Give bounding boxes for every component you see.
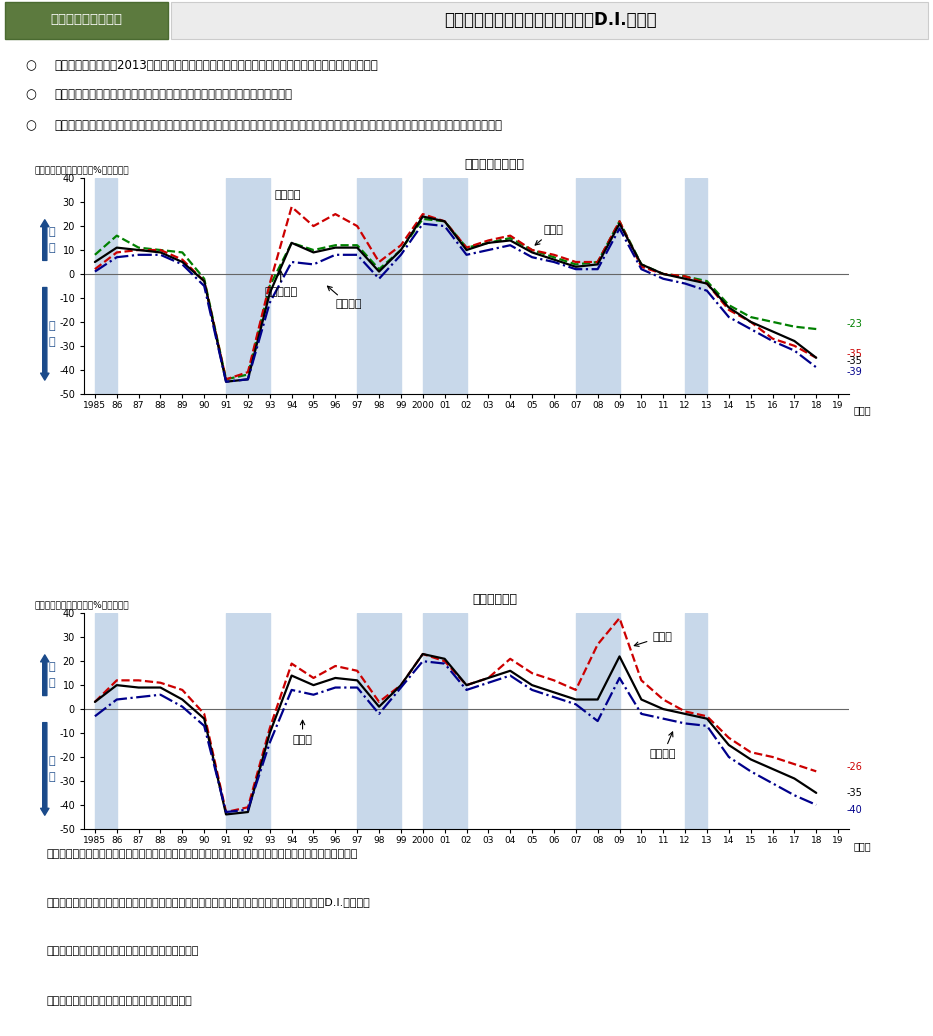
Text: 不: 不 <box>49 320 56 330</box>
Text: 剰: 剰 <box>49 243 56 254</box>
Text: 産業別にみると、非製造業において人手不足感が特に強い状況にあるほか、製造業における人手不足感の高まりが、とりわけ強くなっている。: 産業別にみると、非製造業において人手不足感が特に強い状況にあるほか、製造業におけ… <box>54 119 503 133</box>
Text: 非製造業: 非製造業 <box>650 732 676 759</box>
Text: （年）: （年） <box>854 406 871 415</box>
Text: （「過剰」－「不足」、%ポイント）: （「過剰」－「不足」、%ポイント） <box>35 165 129 174</box>
Bar <box>423 178 466 394</box>
Text: 過: 過 <box>49 227 56 237</box>
Text: （年）: （年） <box>854 841 871 851</box>
Text: -35: -35 <box>847 349 863 359</box>
Text: 製造業: 製造業 <box>634 632 672 646</box>
Text: ２）グラフのシャドー部分は景気後退期。: ２）グラフのシャドー部分は景気後退期。 <box>47 947 199 956</box>
Text: ○: ○ <box>26 88 36 102</box>
Text: 全産業: 全産業 <box>293 720 313 745</box>
Text: -35: -35 <box>847 788 863 798</box>
Text: ○: ○ <box>26 119 36 133</box>
Text: 不: 不 <box>49 755 56 766</box>
Text: ３）（２）の集計対象は、企業規模計。: ３）（２）の集計対象は、企業規模計。 <box>47 997 192 1006</box>
Text: （２）産業別: （２）産業別 <box>472 594 517 606</box>
Text: （「過剰」－「不足」、%ポイント）: （「過剰」－「不足」、%ポイント） <box>35 600 129 609</box>
Bar <box>685 178 707 394</box>
Bar <box>357 178 401 394</box>
Bar <box>226 613 270 829</box>
Text: -39: -39 <box>847 367 863 377</box>
Text: 全ての企業規模で、2013年に過剰感から不足感に転じた後、人手不足感は趨勢的に高まっている。: 全ての企業規模で、2013年に過剰感から不足感に転じた後、人手不足感は趨勢的に高… <box>54 59 378 73</box>
Text: （１）企業規模別: （１）企業規模別 <box>465 159 524 171</box>
Text: 中堅企業: 中堅企業 <box>274 190 300 200</box>
Text: 資料出所　日本銀行「全国企業短期経済観測調査」をもとに厚生労働省政策統括官付政策統括室にて作成: 資料出所 日本銀行「全国企業短期経済観測調査」をもとに厚生労働省政策統括官付政策… <box>47 848 358 859</box>
Text: -40: -40 <box>847 805 863 814</box>
Text: 過: 過 <box>49 662 56 672</box>
Bar <box>576 178 620 394</box>
Text: 剰: 剰 <box>49 679 56 689</box>
Text: 企業規模計: 企業規模計 <box>264 270 298 297</box>
Text: 足: 足 <box>49 772 56 782</box>
Text: 企業規模別にみると、中小企業において人手不足感が特に強い状況にある。: 企業規模別にみると、中小企業において人手不足感が特に強い状況にある。 <box>54 88 292 102</box>
Text: 第２－（１）－１図: 第２－（１）－１図 <box>50 13 122 26</box>
Bar <box>423 613 466 829</box>
Text: 大企業: 大企業 <box>536 225 563 246</box>
Text: 足: 足 <box>49 337 56 347</box>
Bar <box>685 613 707 829</box>
Text: ○: ○ <box>26 59 36 73</box>
Bar <box>171 2 928 39</box>
Bar <box>576 613 620 829</box>
Text: （注）　１）回答企業の人手状況を「過剰」と回答した企業から、「不足」と回答した企業のD.I.を算出。: （注） １）回答企業の人手状況を「過剰」と回答した企業から、「不足」と回答した企… <box>47 897 370 906</box>
Text: -26: -26 <box>847 761 863 772</box>
Bar <box>95 178 117 394</box>
Text: -35: -35 <box>847 356 863 367</box>
Bar <box>226 178 270 394</box>
Bar <box>5 2 168 39</box>
Text: 企業規模別等でみた雇用人員判断D.I.の推移: 企業規模別等でみた雇用人員判断D.I.の推移 <box>444 11 657 29</box>
Text: -23: -23 <box>847 319 863 329</box>
Bar <box>357 613 401 829</box>
Text: 中小企業: 中小企業 <box>327 286 362 310</box>
Bar <box>95 613 117 829</box>
